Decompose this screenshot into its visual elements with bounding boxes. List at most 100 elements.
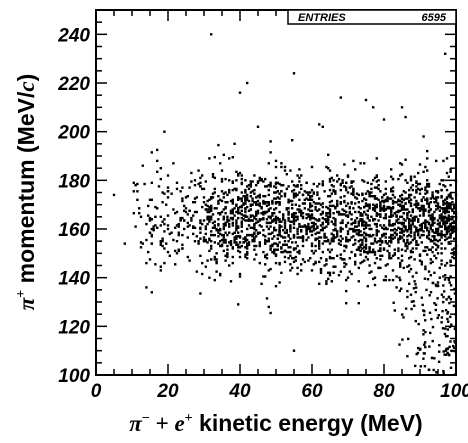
- data-point: [404, 208, 407, 211]
- data-point: [296, 218, 299, 221]
- data-point: [426, 191, 429, 194]
- data-point: [147, 214, 150, 217]
- data-point: [179, 190, 182, 193]
- data-point: [442, 184, 445, 187]
- data-point: [213, 207, 216, 210]
- data-point: [156, 159, 159, 163]
- data-point: [283, 249, 287, 253]
- data-point: [292, 72, 296, 75]
- data-point: [372, 195, 375, 198]
- data-point: [400, 106, 404, 109]
- data-point: [201, 222, 204, 226]
- data-point: [449, 225, 452, 228]
- data-point: [426, 253, 429, 256]
- data-point: [217, 224, 220, 227]
- data-point: [406, 289, 409, 293]
- data-point: [201, 261, 204, 265]
- data-point: [337, 213, 341, 216]
- data-point: [283, 260, 287, 264]
- data-point: [337, 210, 341, 214]
- data-point: [334, 207, 337, 210]
- data-point: [409, 224, 413, 227]
- data-point: [435, 257, 438, 260]
- data-point: [435, 227, 438, 231]
- data-point: [448, 281, 451, 284]
- data-point: [395, 233, 398, 237]
- data-point: [253, 222, 256, 226]
- data-point: [287, 216, 290, 220]
- data-point: [249, 180, 252, 183]
- data-point: [422, 221, 425, 225]
- data-point: [425, 288, 428, 292]
- data-point: [452, 344, 455, 348]
- data-point: [163, 192, 166, 195]
- data-point: [255, 184, 258, 187]
- data-point: [242, 195, 245, 198]
- data-point: [258, 219, 261, 222]
- data-point: [260, 207, 263, 210]
- data-point: [201, 272, 204, 276]
- data-point: [372, 208, 375, 211]
- data-point: [449, 229, 452, 232]
- y-plus: +: [14, 290, 29, 298]
- data-point: [400, 287, 403, 290]
- data-point: [438, 214, 441, 217]
- data-point: [269, 181, 272, 184]
- data-point: [420, 260, 423, 264]
- data-point: [258, 231, 261, 234]
- data-point: [292, 212, 296, 215]
- data-point: [417, 207, 420, 210]
- data-point: [265, 240, 269, 243]
- data-point: [282, 216, 285, 220]
- data-point: [406, 295, 409, 299]
- data-point: [309, 218, 312, 221]
- data-point: [287, 185, 290, 188]
- data-point: [343, 258, 346, 261]
- data-point: [175, 240, 179, 243]
- data-point: [307, 191, 310, 194]
- data-point: [368, 271, 371, 274]
- data-point: [269, 267, 272, 271]
- data-point: [278, 224, 281, 227]
- data-point: [409, 293, 413, 296]
- data-point: [319, 203, 323, 206]
- data-point: [283, 165, 287, 169]
- data-point: [361, 233, 364, 237]
- data-point: [418, 207, 422, 210]
- data-point: [433, 235, 436, 238]
- data-point: [208, 238, 211, 242]
- data-point: [276, 218, 279, 221]
- data-point: [431, 325, 435, 329]
- data-point: [247, 241, 251, 244]
- data-point: [301, 202, 305, 205]
- data-point: [453, 292, 457, 295]
- data-point: [247, 224, 251, 227]
- data-point: [208, 205, 211, 209]
- data-point: [229, 240, 233, 243]
- data-point: [363, 220, 366, 223]
- data-point: [303, 207, 306, 210]
- data-point: [273, 252, 276, 255]
- data-point: [391, 199, 395, 203]
- data-point: [255, 201, 258, 204]
- data-point: [251, 180, 254, 183]
- data-point: [424, 246, 427, 249]
- data-point: [267, 305, 270, 309]
- data-point: [391, 229, 395, 232]
- data-point: [382, 193, 386, 197]
- data-point: [406, 216, 409, 220]
- data-point: [438, 209, 441, 212]
- data-point: [444, 212, 447, 215]
- data-point: [417, 232, 420, 236]
- data-point: [294, 192, 297, 195]
- data-point: [435, 243, 438, 246]
- data-point: [431, 222, 434, 226]
- data-point: [391, 177, 395, 181]
- data-point: [452, 304, 456, 308]
- data-point: [431, 196, 434, 199]
- data-point: [318, 197, 321, 200]
- data-point: [186, 195, 189, 198]
- data-point: [298, 210, 301, 214]
- data-point: [427, 233, 431, 237]
- data-point: [402, 240, 405, 243]
